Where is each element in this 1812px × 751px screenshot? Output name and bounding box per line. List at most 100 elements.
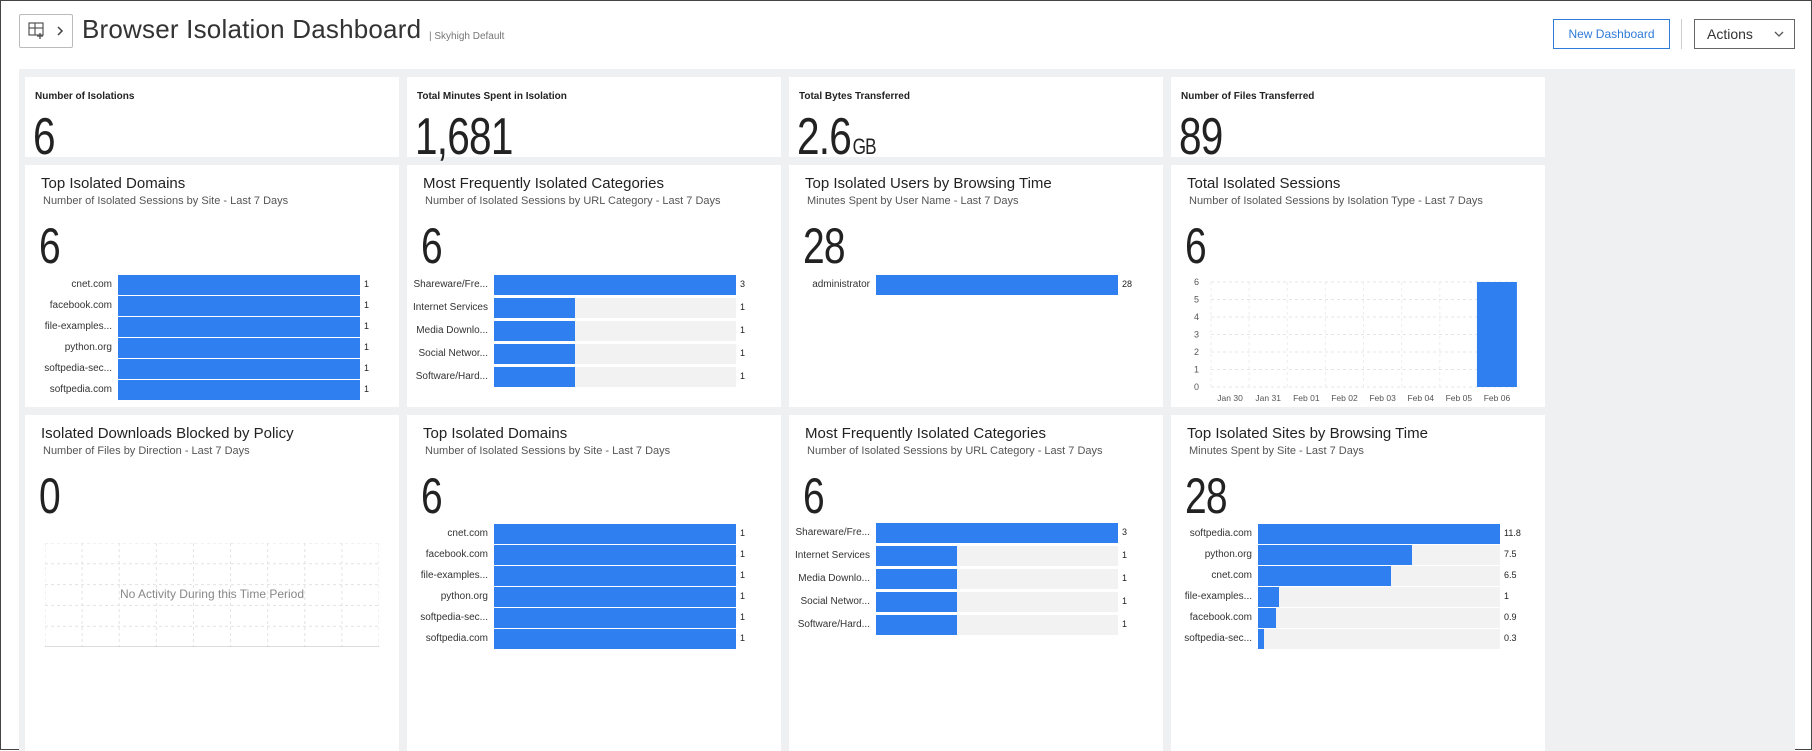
bar-row[interactable]: cnet.com 1 bbox=[71, 275, 369, 295]
bar[interactable] bbox=[494, 298, 575, 318]
kpi-card-minutes[interactable]: Total Minutes Spent in Isolation 1,681 bbox=[407, 77, 781, 166]
bar-row[interactable]: cnet.com 1 bbox=[447, 524, 745, 544]
bar-row[interactable]: Social Networ... 1 bbox=[801, 592, 1127, 612]
bar-category-label: cnet.com bbox=[447, 528, 488, 539]
dashboard-nav-toggle[interactable] bbox=[19, 14, 73, 48]
widget-subtitle: Number of Isolated Sessions by Site - La… bbox=[425, 445, 671, 457]
actions-dropdown[interactable]: Actions bbox=[1694, 19, 1795, 49]
bar[interactable] bbox=[494, 587, 736, 607]
bar-category-label: Internet Services bbox=[412, 302, 488, 313]
bar-row[interactable]: softpedia.com 1 bbox=[426, 629, 745, 649]
bar-row[interactable]: Internet Services 1 bbox=[795, 546, 1127, 566]
widget-total: 6 bbox=[39, 218, 61, 274]
bar-value-label: 1 bbox=[740, 570, 746, 580]
bar[interactable] bbox=[1476, 282, 1517, 387]
bar-value-label: 1 bbox=[364, 300, 370, 310]
dashboard-header: Browser Isolation Dashboard | Skyhigh De… bbox=[1, 1, 1811, 67]
bar-row[interactable]: facebook.com 0.9 bbox=[1190, 608, 1517, 628]
kpi-card-bytes[interactable]: Total Bytes Transferred 2.6GB bbox=[789, 77, 1163, 166]
bar[interactable] bbox=[876, 569, 957, 589]
widget-total: 28 bbox=[1185, 468, 1228, 524]
bar[interactable] bbox=[876, 275, 1118, 295]
bar[interactable] bbox=[876, 592, 957, 612]
bar-row[interactable]: Social Networ... 1 bbox=[419, 344, 745, 364]
bar[interactable] bbox=[118, 338, 360, 358]
bar-row[interactable]: Shareware/Fre... 3 bbox=[414, 275, 745, 295]
bar[interactable] bbox=[118, 296, 360, 316]
bar[interactable] bbox=[118, 275, 360, 295]
bar[interactable] bbox=[494, 566, 736, 586]
bar-row[interactable]: softpedia-sec... 1 bbox=[44, 359, 369, 379]
bar-value-label: 1 bbox=[1122, 619, 1128, 629]
widget-top-isolated-domains-2[interactable]: Top Isolated Domains Number of Isolated … bbox=[407, 415, 781, 751]
bar-row[interactable]: Media Downlo... 1 bbox=[798, 569, 1127, 589]
widget-top-users-browsing-time[interactable]: Top Isolated Users by Browsing Time Minu… bbox=[789, 165, 1163, 407]
bar-row[interactable]: Software/Hard... 1 bbox=[416, 367, 745, 387]
bar[interactable] bbox=[1258, 545, 1412, 565]
y-tick-label: 5 bbox=[1194, 295, 1199, 305]
bar-row[interactable]: python.org 7.5 bbox=[1205, 545, 1517, 565]
widget-downloads-blocked[interactable]: Isolated Downloads Blocked by Policy Num… bbox=[25, 415, 399, 751]
bar-track bbox=[1258, 608, 1500, 628]
bar-category-label: file-examples... bbox=[420, 570, 488, 581]
bar-row[interactable]: softpedia.com 11.8 bbox=[1190, 524, 1521, 544]
actions-label: Actions bbox=[1707, 26, 1753, 42]
bar-row[interactable]: file-examples... 1 bbox=[1185, 587, 1509, 607]
bar-row[interactable]: python.org 1 bbox=[65, 338, 369, 358]
bar[interactable] bbox=[876, 615, 957, 635]
bar[interactable] bbox=[1258, 629, 1265, 649]
bar[interactable] bbox=[494, 367, 575, 387]
bar-row[interactable]: python.org 1 bbox=[441, 587, 745, 607]
bar-row[interactable]: Internet Services 1 bbox=[413, 298, 745, 318]
bar-value-label: 1 bbox=[740, 549, 746, 559]
bar-row[interactable]: Shareware/Fre... 3 bbox=[796, 523, 1127, 543]
widget-frequent-categories[interactable]: Most Frequently Isolated Categories Numb… bbox=[407, 165, 781, 407]
bar-row[interactable]: softpedia.com 1 bbox=[50, 380, 369, 400]
bar-row[interactable]: file-examples... 1 bbox=[45, 317, 369, 337]
kpi-card-files[interactable]: Number of Files Transferred 89 bbox=[1171, 77, 1545, 166]
bar-row[interactable]: Software/Hard... 1 bbox=[798, 615, 1127, 635]
bar-row[interactable]: facebook.com 1 bbox=[50, 296, 369, 316]
bar[interactable] bbox=[1258, 587, 1279, 607]
bar-row[interactable]: cnet.com 6.5 bbox=[1211, 566, 1517, 586]
bar[interactable] bbox=[1258, 608, 1277, 628]
bar[interactable] bbox=[494, 524, 736, 544]
y-tick-label: 4 bbox=[1194, 312, 1199, 322]
bar[interactable] bbox=[494, 545, 736, 565]
bar-row[interactable]: file-examples... 1 bbox=[421, 566, 745, 586]
widget-top-isolated-domains[interactable]: Top Isolated Domains Number of Isolated … bbox=[25, 165, 399, 407]
bar[interactable] bbox=[876, 523, 1118, 543]
bar[interactable] bbox=[1258, 524, 1500, 544]
chevron-right-icon bbox=[57, 26, 64, 36]
bar[interactable] bbox=[876, 546, 957, 566]
bar-row[interactable]: facebook.com 1 bbox=[426, 545, 745, 565]
bar[interactable] bbox=[494, 344, 575, 364]
sessions-column-chart: 0 1 2 3 4 5 6 Jan 30 Jan 31 Feb 01 Feb 02 Feb 03 Feb… bbox=[1194, 277, 1517, 403]
x-tick-label: Feb 03 bbox=[1369, 393, 1396, 403]
bar[interactable] bbox=[494, 275, 736, 295]
bar[interactable] bbox=[118, 317, 360, 337]
bar-category-label: Social Networ... bbox=[418, 348, 488, 359]
bar[interactable] bbox=[494, 629, 736, 649]
new-dashboard-button[interactable]: New Dashboard bbox=[1553, 19, 1670, 49]
bar-value-label: 28 bbox=[1122, 279, 1133, 289]
bar[interactable] bbox=[494, 608, 736, 628]
kpi-value: 89 bbox=[1179, 108, 1223, 166]
bar-category-label: Software/Hard... bbox=[415, 371, 488, 382]
bar-row[interactable]: Media Downlo... 1 bbox=[416, 321, 745, 341]
bar-row[interactable]: softpedia-sec... 1 bbox=[420, 608, 745, 628]
bar-value-label: 3 bbox=[1122, 527, 1128, 537]
bar-row[interactable]: softpedia-sec... 0.3 bbox=[1184, 629, 1517, 649]
grid-add-icon bbox=[28, 22, 44, 39]
widget-total-isolated-sessions[interactable]: Total Isolated Sessions Number of Isolat… bbox=[1171, 165, 1545, 407]
kpi-card-isolations[interactable]: Number of Isolations 6 bbox=[25, 77, 399, 166]
bar[interactable] bbox=[118, 359, 360, 379]
bar-row[interactable]: administrator 28 bbox=[812, 275, 1132, 295]
widget-top-sites-browsing-time[interactable]: Top Isolated Sites by Browsing Time Minu… bbox=[1171, 415, 1545, 751]
bar-category-label: Social Networ... bbox=[800, 596, 870, 607]
widget-frequent-categories-2[interactable]: Most Frequently Isolated Categories Numb… bbox=[789, 415, 1163, 751]
bar-value-label: 1 bbox=[364, 321, 370, 331]
bar[interactable] bbox=[494, 321, 575, 341]
bar[interactable] bbox=[118, 380, 360, 400]
bar[interactable] bbox=[1258, 566, 1392, 586]
